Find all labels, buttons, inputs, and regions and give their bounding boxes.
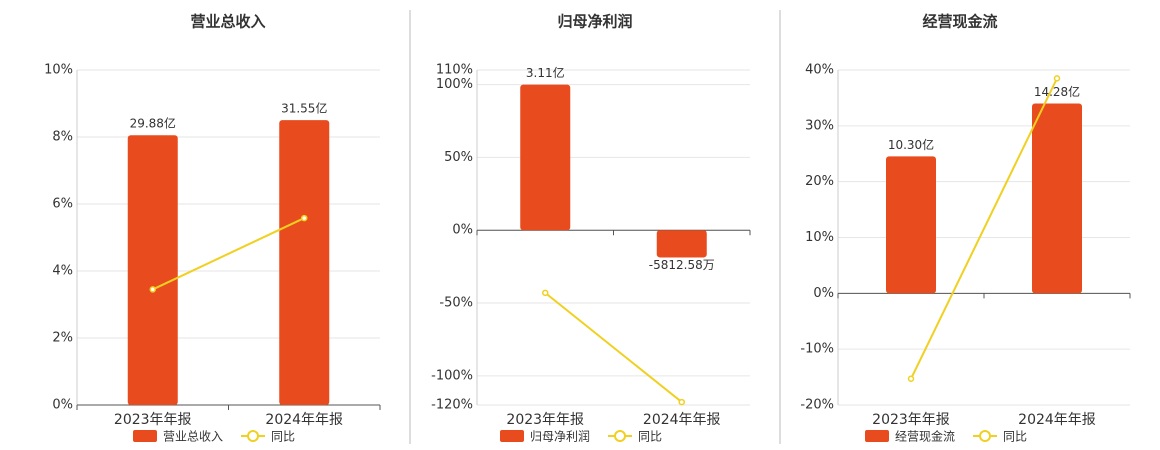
legend-label: 同比 — [638, 430, 662, 444]
bar — [520, 84, 571, 231]
line — [910, 77, 1058, 380]
legend-marker — [979, 430, 992, 442]
line-point — [542, 289, 549, 297]
y-tick-label: 6% — [52, 197, 73, 212]
data-label: 29.88亿 — [130, 116, 176, 131]
y-tick-label: 8% — [52, 130, 73, 145]
legend-label: 归母净利润 — [530, 430, 590, 444]
y-tick-label: -120% — [431, 398, 473, 413]
line — [152, 217, 305, 291]
bar — [1032, 103, 1082, 294]
y-tick-label: 10% — [805, 230, 834, 245]
line-point — [678, 398, 685, 406]
line-point — [149, 286, 156, 293]
x-tick-label: 2023年年报 — [114, 412, 192, 428]
y-tick-label: 2% — [52, 331, 73, 346]
x-tick-label: 2023年年报 — [872, 412, 950, 428]
data-label: 31.55亿 — [281, 101, 327, 116]
chart-title: 营业总收入 — [190, 13, 265, 31]
y-tick-label: -100% — [431, 368, 473, 383]
y-tick-label: 40% — [805, 63, 834, 78]
y-tick-label: 100% — [436, 77, 473, 92]
x-tick-label: 2024年年报 — [265, 412, 343, 428]
legend-label: 同比 — [1003, 430, 1027, 444]
line-point — [907, 375, 915, 383]
y-tick-label: 110% — [436, 63, 473, 78]
x-tick-label: 2024年年报 — [643, 412, 721, 428]
legend-swatch — [865, 430, 889, 442]
legend-swatch — [500, 430, 524, 442]
y-tick-label: -10% — [800, 342, 834, 357]
data-label: 10.30亿 — [888, 137, 934, 152]
y-tick-label: 50% — [444, 150, 473, 165]
y-tick-label: 0% — [52, 398, 73, 413]
y-tick-label: -20% — [800, 398, 834, 413]
bar — [127, 135, 178, 405]
x-tick-label: 2024年年报 — [1018, 412, 1096, 428]
x-tick-label: 2023年年报 — [506, 412, 584, 428]
y-tick-label: 4% — [52, 264, 73, 279]
y-tick-label: 0% — [452, 223, 473, 238]
y-tick-label: 10% — [44, 63, 73, 78]
data-label: 14.28亿 — [1034, 84, 1080, 99]
legend-label: 经营现金流 — [895, 429, 955, 444]
y-tick-label: 0% — [813, 286, 834, 301]
bar — [886, 156, 936, 294]
bar — [279, 120, 330, 405]
y-tick-label: -50% — [439, 296, 473, 311]
y-tick-label: 20% — [805, 174, 834, 189]
line — [544, 292, 683, 403]
bar — [656, 230, 707, 258]
legend-marker — [247, 430, 260, 442]
legend-label: 营业总收入 — [163, 430, 223, 444]
legend-label: 同比 — [271, 430, 295, 444]
line-point — [301, 214, 308, 222]
legend-swatch — [133, 430, 157, 442]
data-label: -5812.58万 — [649, 258, 715, 272]
chart-title: 经营现金流 — [922, 13, 997, 31]
line-point — [1053, 75, 1061, 82]
chart-title: 归母净利润 — [557, 13, 632, 31]
legend-marker — [614, 430, 627, 442]
data-label: 3.11亿 — [526, 65, 565, 80]
y-tick-label: 30% — [805, 118, 834, 133]
